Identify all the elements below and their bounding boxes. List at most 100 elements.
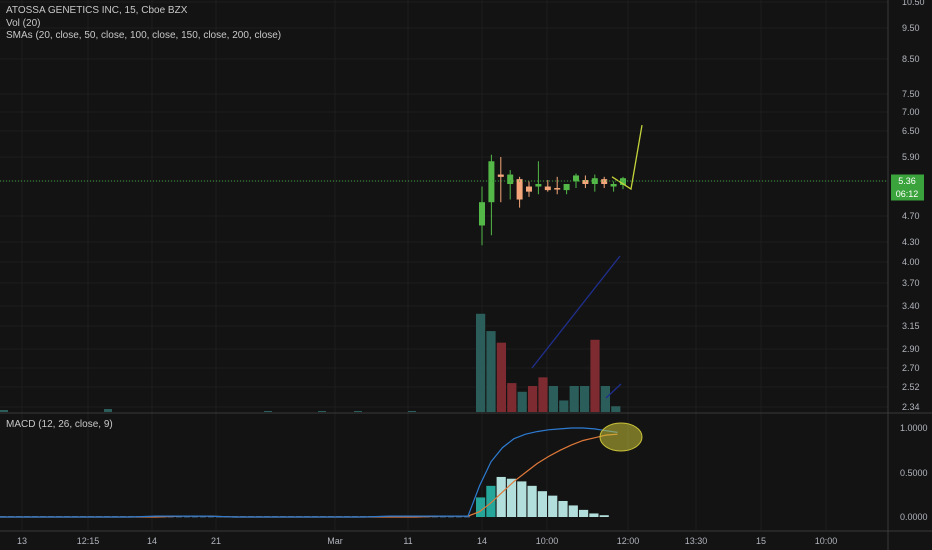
macd-histogram-bar (456, 516, 462, 518)
chart-title-legend: ATOSSA GENETICS INC, 15, Cboe BZX (6, 5, 188, 16)
candle-body (620, 178, 626, 186)
macd-histogram-bar (476, 497, 486, 517)
macd-histogram-bar (527, 485, 537, 517)
price-axis-label: 2.52 (902, 382, 920, 392)
price-axis-label: 4.70 (902, 211, 920, 221)
time-axis-label: 13:30 (685, 536, 708, 546)
volume-bar (590, 339, 600, 412)
time-axis-label: 12:15 (77, 536, 100, 546)
time-axis-label: 15 (756, 536, 766, 546)
volume-bar (476, 313, 486, 412)
volume-bar (104, 409, 112, 412)
macd-histogram-bar (568, 505, 578, 517)
macd-histogram-bar (486, 485, 496, 517)
sma-line (605, 383, 622, 399)
candle-body (582, 180, 589, 184)
volume-bar (507, 383, 517, 412)
price-axis-label: 3.70 (902, 278, 920, 288)
price-axis-label: 2.70 (902, 363, 920, 373)
candle-body (488, 161, 495, 203)
price-axis-label: 6.50 (902, 126, 920, 136)
macd-histogram-bar (517, 481, 527, 517)
price-axis-label: 7.50 (902, 89, 920, 99)
macd-axis-label: 0.0000 (900, 512, 928, 522)
price-axis-label: 3.15 (902, 321, 920, 331)
countdown-badge (891, 187, 924, 201)
sma-line (531, 255, 621, 369)
price-axis-label: 2.34 (902, 402, 920, 412)
time-axis-label: 14 (477, 536, 487, 546)
macd-pane (0, 422, 643, 518)
price-axis-label: 7.00 (902, 107, 920, 117)
volume-bar (580, 386, 590, 412)
candle-body (573, 175, 579, 182)
macd-histogram-bar (184, 516, 190, 518)
time-axis-label: 11 (403, 536, 412, 546)
candle-body (479, 202, 485, 226)
time-axis-label: 12:00 (617, 536, 640, 546)
price-overlay-lines (0, 125, 888, 399)
macd-histogram-bar (599, 515, 609, 517)
macd-histogram-bar (558, 500, 568, 517)
candle-body (526, 186, 532, 192)
candle-body (535, 183, 542, 187)
highlight-ellipse (599, 422, 643, 452)
time-axis-label: 21 (211, 536, 221, 546)
volume-bar (264, 411, 272, 412)
candle-body (516, 179, 523, 200)
macd-histogram-bar (496, 476, 506, 517)
volume-bar (408, 411, 416, 412)
candle-body (601, 179, 608, 184)
volume-legend: Vol (20) (6, 18, 41, 29)
candle-body (610, 183, 617, 187)
price-axis-label: 4.00 (902, 257, 920, 267)
macd-histogram-bar (506, 478, 517, 517)
volume-bar (486, 331, 496, 412)
current-price-label: 5.36 (898, 176, 916, 186)
volume-bar (569, 386, 579, 412)
macd-histogram-bar (192, 516, 198, 518)
candle-body (507, 174, 514, 184)
macd-histogram-bar (548, 495, 558, 517)
macd-histogram-bar (537, 491, 547, 517)
grid-lines (0, 0, 888, 530)
sma-legend: SMAs (20, close, 50, close, 100, close, … (6, 30, 282, 41)
macd-histogram-bar (440, 516, 446, 518)
time-axis-label: Mar (327, 536, 343, 546)
macd-axis-label: 1.0000 (900, 423, 928, 433)
macd-histogram-bar (448, 516, 454, 518)
time-axis-label: 14 (147, 536, 157, 546)
candle-body (544, 186, 551, 191)
macd-histogram-bar (200, 516, 206, 518)
volume-bar (496, 342, 506, 412)
volume-bar (517, 391, 527, 412)
volume-bar (0, 410, 8, 412)
volume-bar (559, 400, 569, 412)
time-axis-label: 13 (17, 536, 27, 546)
macd-line (0, 427, 618, 518)
time-axis-label: 10:00 (815, 536, 838, 546)
price-axis-label: 2.90 (902, 344, 920, 354)
countdown-label: 06:12 (896, 189, 919, 199)
current-price-badge (891, 174, 924, 188)
macd-histogram-bar (464, 516, 470, 518)
volume-bar (600, 386, 610, 412)
macd-legend: MACD (12, 26, close, 9) (6, 419, 113, 430)
macd-axis-label: 0.5000 (900, 468, 928, 478)
volume-bars (0, 313, 621, 412)
time-axis-label: 10:00 (536, 536, 559, 546)
volume-bar (611, 406, 621, 412)
candle-body (497, 174, 504, 177)
price-axis-label: 4.30 (902, 237, 920, 247)
volume-bar (538, 377, 548, 412)
candle-body (563, 183, 570, 191)
price-axis-label: 8.50 (902, 54, 920, 64)
macd-histogram-bar (579, 509, 589, 517)
price-axis-label: 3.40 (902, 301, 920, 311)
volume-bar (548, 386, 558, 412)
macd-histogram-bar (589, 513, 599, 517)
candle-body (554, 188, 561, 190)
